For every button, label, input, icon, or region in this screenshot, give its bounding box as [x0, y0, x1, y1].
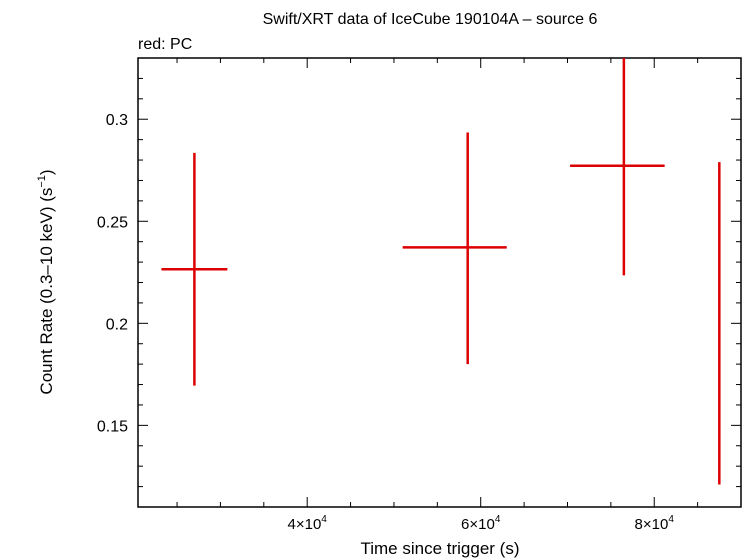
- y-axis-label-sup: −1: [36, 175, 48, 188]
- y-tick-label: 0.3: [106, 112, 128, 129]
- x-tick-label: 8×104: [635, 514, 675, 533]
- x-tick-label-exp: 4: [495, 514, 501, 525]
- y-axis-label-end: ): [37, 169, 56, 175]
- x-tick-label-exp: 4: [321, 514, 327, 525]
- x-tick-label-base: 8×10: [635, 516, 669, 533]
- y-tick-label: 0.2: [106, 316, 128, 333]
- chart-subtitle: red: PC: [138, 36, 192, 53]
- data-point: [570, 58, 665, 276]
- axis-ticks: [138, 57, 742, 507]
- x-tick-label: 6×104: [461, 514, 501, 533]
- data-point: [402, 132, 507, 365]
- y-axis-label-main: Count Rate (0.3–10 keV) (s: [37, 188, 56, 395]
- data-points: [161, 58, 721, 485]
- chart-title: Swift/XRT data of IceCube 190104A – sour…: [263, 11, 598, 28]
- x-tick-label-base: 4×10: [288, 516, 322, 533]
- x-tick-label-base: 6×10: [461, 516, 495, 533]
- y-tick-label: 0.25: [97, 214, 128, 231]
- tick-labels: 0.150.20.250.34×104 6×104 8×104: [97, 112, 674, 533]
- x-tick-label-exp: 4: [668, 514, 674, 525]
- plot-frame: [137, 57, 742, 508]
- data-point: [161, 152, 228, 386]
- x-tick-label: 4×104: [288, 514, 328, 533]
- y-axis-label: Count Rate (0.3–10 keV) (s−1): [36, 169, 56, 394]
- y-tick-label: 0.15: [97, 418, 128, 435]
- x-axis-label: Time since trigger (s): [360, 539, 519, 558]
